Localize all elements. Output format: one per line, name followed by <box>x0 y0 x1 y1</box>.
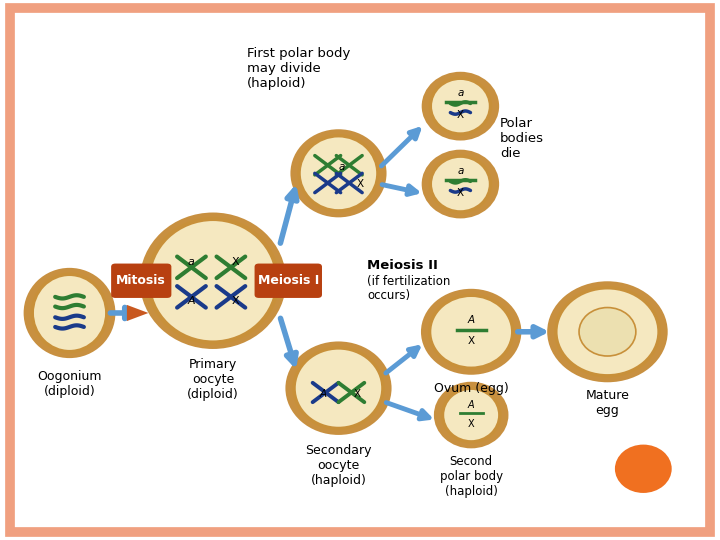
Text: X: X <box>232 296 240 306</box>
Ellipse shape <box>290 129 387 218</box>
Ellipse shape <box>285 341 392 435</box>
Text: X: X <box>232 257 240 267</box>
Text: a: a <box>339 162 346 172</box>
Text: X: X <box>457 187 464 198</box>
Ellipse shape <box>615 444 672 493</box>
Text: (if fertilization: (if fertilization <box>367 275 451 288</box>
Ellipse shape <box>421 289 521 375</box>
Ellipse shape <box>24 268 115 358</box>
Text: X: X <box>356 179 364 189</box>
Ellipse shape <box>579 308 636 356</box>
Text: Secondary
oocyte
(haploid): Secondary oocyte (haploid) <box>305 443 372 487</box>
Ellipse shape <box>422 150 499 218</box>
Ellipse shape <box>443 388 500 442</box>
Text: a: a <box>457 88 464 98</box>
Ellipse shape <box>431 78 490 134</box>
Text: a: a <box>457 166 464 176</box>
Text: Mitosis: Mitosis <box>117 274 166 287</box>
Text: Second
polar body
(haploid): Second polar body (haploid) <box>440 455 503 498</box>
Text: First polar body
may divide
(haploid): First polar body may divide (haploid) <box>247 47 350 90</box>
Text: Primary
oocyte
(diploid): Primary oocyte (diploid) <box>187 357 239 401</box>
Ellipse shape <box>547 281 667 382</box>
Text: A: A <box>468 400 474 410</box>
Ellipse shape <box>294 348 383 428</box>
Ellipse shape <box>140 213 286 349</box>
Polygon shape <box>127 305 148 321</box>
Ellipse shape <box>422 72 499 140</box>
Text: occurs): occurs) <box>367 289 410 302</box>
Text: A: A <box>188 296 195 306</box>
FancyBboxPatch shape <box>255 264 322 298</box>
Text: Oogonium
(diploid): Oogonium (diploid) <box>37 370 102 399</box>
Text: Polar
bodies
die: Polar bodies die <box>500 117 544 160</box>
Text: a: a <box>188 257 195 267</box>
Ellipse shape <box>148 219 277 342</box>
Text: A: A <box>467 315 474 325</box>
Text: Ovum (egg): Ovum (egg) <box>433 382 508 395</box>
Text: Meiosis II: Meiosis II <box>367 259 438 272</box>
Ellipse shape <box>32 274 107 352</box>
Ellipse shape <box>434 382 508 448</box>
Ellipse shape <box>431 156 490 212</box>
Ellipse shape <box>430 295 513 368</box>
Ellipse shape <box>556 288 659 376</box>
Text: X: X <box>354 389 361 399</box>
Polygon shape <box>256 273 277 289</box>
Text: X: X <box>457 110 464 120</box>
Text: A: A <box>319 389 326 399</box>
Text: Mature
egg: Mature egg <box>585 389 629 417</box>
Text: X: X <box>467 336 474 347</box>
FancyBboxPatch shape <box>111 264 171 298</box>
Ellipse shape <box>299 136 378 211</box>
Text: X: X <box>468 418 474 429</box>
Text: Meiosis I: Meiosis I <box>258 274 319 287</box>
